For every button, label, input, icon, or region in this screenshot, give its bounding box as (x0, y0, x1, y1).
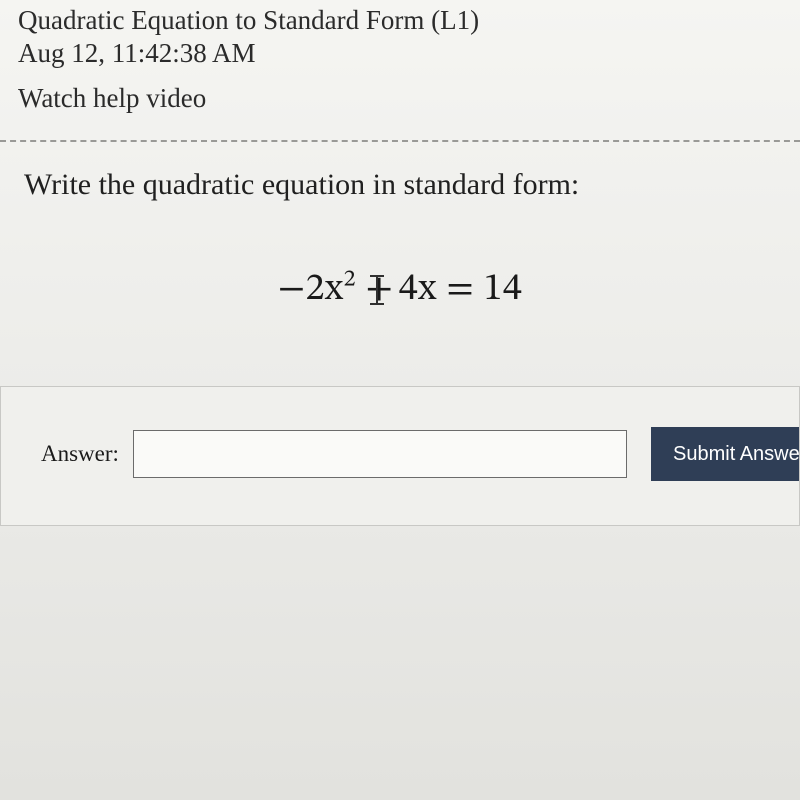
rhs: 14 (484, 271, 523, 309)
term2: 4x (399, 271, 437, 309)
answer-area: Answer: Submit Answe (0, 386, 800, 526)
timestamp: Aug 12, 11:42:38 AM (18, 38, 782, 69)
answer-input[interactable] (133, 430, 627, 478)
text-caret-icon (365, 266, 389, 314)
answer-label: Answer: (41, 441, 119, 467)
term1-exp: 2 (344, 268, 356, 292)
term1-coef: −2 (278, 271, 325, 309)
watch-help-video-link[interactable]: Watch help video (18, 83, 782, 114)
question-prompt: Write the quadratic equation in standard… (0, 142, 800, 202)
submit-answer-button[interactable]: Submit Answe (651, 427, 799, 481)
equation-display[interactable]: −2x2 4x = 14 (0, 266, 800, 314)
page: Quadratic Equation to Standard Form (L1)… (0, 0, 800, 800)
header: Quadratic Equation to Standard Form (L1)… (0, 0, 800, 126)
term1-var: x (325, 271, 344, 309)
equals: = (446, 271, 474, 309)
lesson-title: Quadratic Equation to Standard Form (L1) (18, 4, 782, 36)
